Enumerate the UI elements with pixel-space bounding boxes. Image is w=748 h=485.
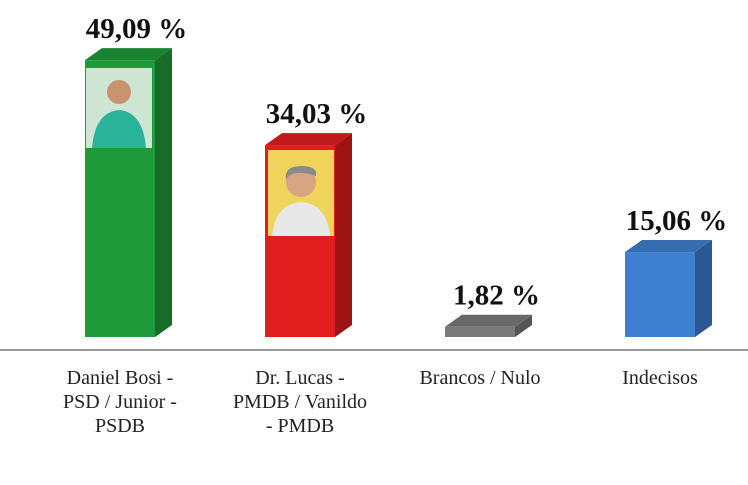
chart: 49,09 % Daniel Bosi - PSD / Junior - PSDB…: [0, 0, 748, 485]
category-label: Daniel Bosi - PSD / Junior - PSDB: [48, 366, 192, 438]
category-label-box: Dr. Lucas - PMDB / Vanildo - PMDB: [228, 366, 372, 484]
bar-side: [695, 240, 712, 337]
category-label: Indecisos: [588, 366, 732, 390]
value-label: 34,03 %: [266, 98, 368, 130]
category-label: Brancos / Nulo: [408, 366, 552, 390]
bar: [625, 252, 695, 337]
category-label-box: Brancos / Nulo: [408, 366, 552, 484]
value-label: 49,09 %: [86, 13, 188, 45]
category-label-box: Indecisos: [588, 366, 732, 484]
bar-side: [155, 48, 172, 337]
category-label: Dr. Lucas - PMDB / Vanildo - PMDB: [228, 366, 372, 438]
page: 49,09 % Daniel Bosi - PSD / Junior - PSDB…: [0, 0, 748, 485]
bar-side: [335, 133, 352, 337]
photo-2: [268, 150, 334, 236]
photo-face: [107, 80, 131, 104]
value-label: 1,82 %: [453, 280, 540, 312]
category-label-box: Daniel Bosi - PSD / Junior - PSDB: [48, 366, 192, 484]
value-label: 15,06 %: [626, 205, 728, 237]
bar: [445, 327, 515, 337]
bars: [85, 48, 712, 337]
photo-1: [86, 68, 152, 148]
